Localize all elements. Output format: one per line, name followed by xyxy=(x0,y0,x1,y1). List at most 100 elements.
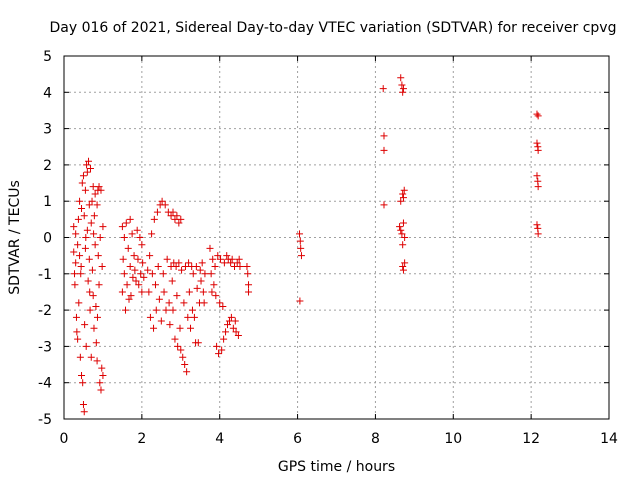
data-point xyxy=(296,297,304,305)
data-point xyxy=(167,212,175,220)
data-point xyxy=(184,313,192,321)
data-point xyxy=(398,81,406,89)
data-point xyxy=(152,306,160,314)
data-point xyxy=(243,263,251,271)
data-point xyxy=(379,85,387,93)
data-point xyxy=(180,299,188,307)
data-point xyxy=(297,252,305,260)
y-tick-label: -3 xyxy=(38,339,52,355)
data-point xyxy=(233,259,241,267)
y-tick-label: -2 xyxy=(38,303,52,319)
y-tick-label: -1 xyxy=(38,267,52,283)
data-point xyxy=(220,259,228,267)
data-point xyxy=(215,350,223,358)
data-point xyxy=(397,226,405,234)
data-point xyxy=(119,255,127,263)
data-point xyxy=(177,346,185,354)
x-tick-label: 8 xyxy=(371,431,380,447)
data-point xyxy=(95,281,103,289)
data-point xyxy=(216,255,224,263)
data-point xyxy=(83,161,91,169)
data-point xyxy=(169,306,177,314)
x-tick-label: 6 xyxy=(293,431,302,447)
data-point xyxy=(79,172,87,180)
data-point xyxy=(146,252,154,260)
data-point xyxy=(87,219,95,227)
data-point xyxy=(181,361,189,369)
data-point xyxy=(150,215,158,223)
x-tick-label: 2 xyxy=(137,431,146,447)
data-point xyxy=(229,324,237,332)
data-point xyxy=(231,317,239,325)
data-point xyxy=(196,266,204,274)
data-point xyxy=(177,215,185,223)
data-point xyxy=(163,255,171,263)
y-tick-label: -4 xyxy=(38,376,52,392)
data-point xyxy=(74,215,82,223)
data-point xyxy=(85,201,93,209)
data-point xyxy=(162,306,170,314)
data-point xyxy=(93,357,101,365)
data-point xyxy=(126,263,134,271)
data-point xyxy=(401,234,409,241)
data-point xyxy=(175,259,183,267)
data-point xyxy=(185,288,193,296)
data-point xyxy=(168,277,176,285)
data-point xyxy=(235,255,243,263)
data-point xyxy=(130,252,138,260)
data-point xyxy=(99,371,107,379)
data-point xyxy=(222,328,230,336)
data-point xyxy=(82,234,90,241)
data-point xyxy=(97,386,105,394)
data-point xyxy=(71,281,79,289)
data-point xyxy=(380,132,388,140)
data-point xyxy=(136,234,144,241)
data-point xyxy=(76,353,84,361)
data-point xyxy=(138,241,146,249)
data-point xyxy=(148,270,156,278)
data-point xyxy=(533,139,541,147)
data-point xyxy=(86,288,94,296)
data-point xyxy=(160,288,168,296)
data-point xyxy=(380,201,388,209)
data-point xyxy=(158,197,166,205)
data-point xyxy=(70,248,78,256)
data-point xyxy=(80,212,88,220)
data-point xyxy=(139,259,147,267)
data-point xyxy=(399,88,407,96)
data-point xyxy=(397,197,405,205)
data-point xyxy=(72,259,80,267)
data-point xyxy=(76,197,84,205)
data-point xyxy=(140,273,148,281)
data-point xyxy=(220,335,228,343)
data-point xyxy=(399,194,407,202)
data-point xyxy=(533,172,541,180)
data-point xyxy=(151,281,159,289)
data-point xyxy=(534,183,542,191)
data-point xyxy=(128,230,136,238)
data-point xyxy=(120,270,128,278)
x-tick-label: 0 xyxy=(60,431,69,447)
data-point xyxy=(396,223,404,231)
data-point xyxy=(91,241,99,249)
data-point xyxy=(178,266,186,274)
data-point xyxy=(200,299,208,307)
data-point xyxy=(78,179,86,187)
data-point xyxy=(90,230,98,238)
data-point xyxy=(118,288,126,296)
data-point xyxy=(92,339,100,347)
data-point xyxy=(93,313,101,321)
data-point xyxy=(89,292,97,300)
data-point xyxy=(125,295,133,303)
data-point xyxy=(399,241,407,249)
data-point xyxy=(176,324,184,332)
data-point xyxy=(399,85,407,93)
data-point xyxy=(227,313,235,321)
data-point xyxy=(197,277,205,285)
y-tick-label: 5 xyxy=(43,49,52,65)
data-point xyxy=(166,321,174,329)
data-point xyxy=(120,234,128,241)
data-point xyxy=(85,157,93,165)
data-point xyxy=(172,263,180,271)
data-point xyxy=(380,146,388,154)
